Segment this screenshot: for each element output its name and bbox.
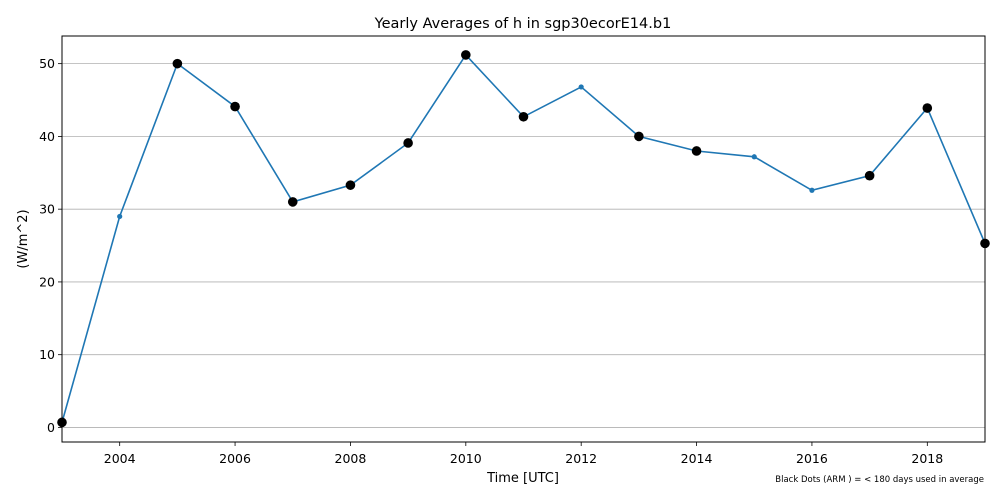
chart-title: Yearly Averages of h in sgp30ecorE14.b1: [374, 16, 672, 32]
x-tick-label: 2016: [796, 451, 828, 466]
y-axis-ticks: 0 10 20 30 40 50: [39, 56, 62, 435]
data-point: [578, 84, 584, 90]
black-dot-marker: [345, 180, 356, 190]
black-dot-marker: [518, 111, 529, 122]
y-tick-label: 20: [39, 274, 55, 289]
black-dot-marker: [287, 197, 298, 207]
black-dot-marker: [634, 131, 644, 142]
series-line: [62, 53, 985, 423]
black-dot-marker: [403, 138, 413, 148]
x-tick-label: 2010: [450, 451, 482, 466]
series-line-layer: [62, 53, 985, 423]
x-tick-label: 2014: [681, 451, 713, 466]
black-dot-marker: [230, 101, 240, 112]
y-gridlines: [62, 63, 985, 428]
y-tick-label: 50: [39, 56, 55, 71]
data-point: [751, 154, 757, 160]
black-dot-marker: [691, 146, 702, 156]
y-axis-label: (W/m^2): [16, 209, 31, 268]
x-tick-label: 2012: [565, 451, 597, 466]
black-dot-marker: [864, 170, 875, 181]
data-point: [117, 213, 123, 220]
black-dot-marker: [922, 103, 933, 113]
data-markers: [57, 50, 990, 428]
y-tick-label: 0: [47, 420, 55, 435]
y-tick-label: 30: [39, 202, 55, 217]
y-tick-label: 10: [39, 347, 55, 362]
data-point: [809, 187, 815, 193]
x-tick-label: 2018: [911, 451, 943, 466]
y-tick-label: 40: [39, 129, 55, 144]
x-tick-label: 2006: [219, 451, 251, 466]
plot-area-frame: [61, 35, 986, 443]
x-tick-label: 2004: [104, 451, 136, 466]
x-tick-label: 2008: [335, 451, 367, 466]
x-axis-ticks: 2004 2006 2008 2010 2012 2014 2016 2018: [104, 442, 943, 466]
black-dot-marker: [461, 50, 471, 60]
black-dot-marker: [172, 58, 183, 69]
footnote: Black Dots (ARM ) = < 180 days used in a…: [775, 475, 984, 485]
x-axis-label: Time [UTC]: [486, 471, 559, 486]
